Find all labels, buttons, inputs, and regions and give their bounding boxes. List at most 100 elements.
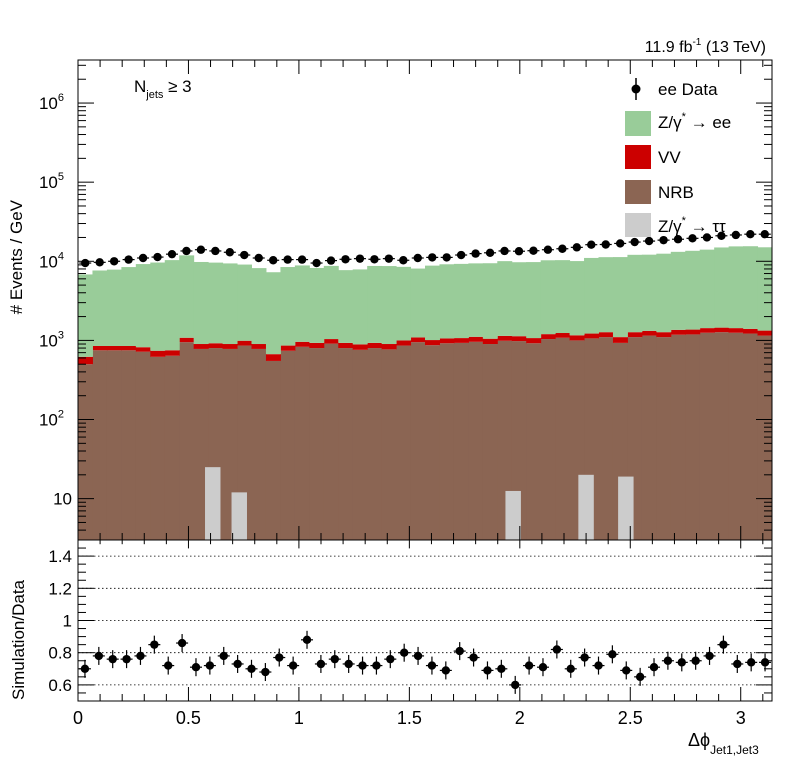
bar-nrb-42 [685, 334, 701, 540]
bar-nrb-44 [714, 332, 730, 540]
ratio-point-31 [511, 680, 520, 690]
bar-nrb-10 [222, 348, 238, 540]
bar-nrb-15 [294, 346, 310, 540]
data-point-38 [630, 237, 639, 247]
top-ytick-label-3: 104 [39, 250, 64, 271]
ratio-point-30 [497, 664, 506, 673]
data-point-18 [341, 255, 350, 264]
bar-z-ee-10 [222, 263, 238, 345]
bar-z-ee-40 [656, 253, 672, 333]
data-point-2 [109, 257, 119, 266]
top-ytick-label-1: 102 [39, 409, 64, 430]
bar-vv-20 [367, 342, 383, 349]
bar-z-ee-15 [294, 265, 310, 342]
bar-z-ee-29 [497, 261, 513, 336]
bar-vv-33 [555, 333, 571, 338]
ratio-point-11 [233, 659, 242, 669]
data-point-17 [326, 256, 336, 265]
bottom-ytick-label-2: 1 [63, 612, 72, 631]
bar-z-ee-35 [584, 257, 599, 334]
bar-z-ee-25 [439, 264, 455, 339]
top-data-points [79, 229, 771, 268]
ratio-point-27 [455, 646, 464, 656]
bar-nrb-3 [121, 350, 137, 540]
ratio-point-10 [219, 651, 228, 661]
lumi-label: 11.9 fb-1 (13 TeV) [645, 37, 766, 56]
legend-label-vv: VV [658, 148, 681, 167]
bar-z-tt-3 [578, 474, 594, 540]
bar-z-ee-21 [381, 266, 397, 345]
legend-swatch-z-tt [625, 213, 651, 237]
bar-z-tt-2 [505, 490, 521, 540]
bar-nrb-30 [511, 341, 527, 540]
njets-annotation: Njets ≥ 3 [134, 77, 192, 101]
top-ytick-label-4: 105 [39, 171, 64, 192]
ratio-point-5 [150, 640, 159, 649]
bar-vv-18 [338, 342, 354, 349]
bar-nrb-13 [265, 360, 281, 540]
bar-nrb-27 [468, 341, 484, 540]
bar-vv-1 [92, 345, 108, 351]
x-tick-label-3: 1.5 [397, 708, 422, 728]
data-point-28 [485, 248, 495, 257]
bar-z-ee-9 [208, 262, 224, 344]
bar-z-tt-4 [618, 476, 634, 540]
bar-z-ee-27 [468, 263, 484, 337]
data-point-11 [240, 250, 249, 260]
ratio-point-46 [719, 640, 728, 649]
bar-z-ee-4 [135, 264, 151, 348]
ratio-point-34 [552, 645, 562, 654]
ratio-point-43 [677, 658, 686, 667]
data-point-6 [167, 249, 177, 259]
x-tick-label-0: 0 [73, 708, 83, 728]
bar-nrb-1 [92, 350, 108, 540]
bar-nrb-47 [757, 335, 773, 540]
bar-z-ee-45 [728, 246, 744, 329]
ratio-point-23 [399, 648, 409, 657]
bar-nrb-25 [439, 343, 455, 540]
ratio-point-32 [524, 661, 534, 670]
data-point-10 [225, 248, 235, 257]
bar-z-ee-14 [280, 267, 296, 346]
bar-nrb-19 [352, 349, 368, 540]
data-point-25 [442, 253, 451, 262]
bar-vv-8 [193, 344, 209, 349]
bar-z-ee-6 [164, 260, 180, 351]
ratio-point-1 [94, 651, 104, 661]
data-point-0 [81, 258, 90, 268]
data-point-36 [601, 240, 610, 249]
bar-nrb-31 [526, 343, 542, 540]
ratio-point-24 [413, 651, 423, 661]
legend-label-z-tt: Z/γ* → ττ [658, 215, 726, 236]
data-point-39 [644, 236, 654, 246]
bar-nrb-2 [106, 350, 122, 540]
bar-nrb-43 [699, 332, 715, 540]
ratio-point-42 [663, 656, 673, 665]
ratio-point-21 [372, 661, 381, 670]
ratio-point-7 [177, 638, 187, 648]
ratio-point-13 [261, 667, 270, 677]
x-tick-label-6: 3 [736, 708, 746, 728]
bar-z-ee-41 [670, 251, 686, 330]
bar-vv-23 [410, 337, 426, 343]
bar-vv-14 [280, 345, 296, 351]
bar-z-ee-37 [612, 257, 628, 338]
bar-vv-0 [78, 356, 93, 365]
legend-label-data: ee Data [658, 80, 718, 99]
ratio-point-3 [122, 654, 131, 664]
bar-z-ee-8 [193, 261, 209, 345]
data-point-1 [95, 258, 104, 267]
bar-vv-44 [714, 327, 730, 333]
bar-vv-45 [728, 328, 744, 333]
bar-nrb-41 [670, 334, 686, 540]
bar-z-ee-30 [511, 262, 527, 337]
bar-nrb-17 [323, 343, 339, 540]
bottom-ytick-label-3: 1.2 [48, 579, 72, 598]
data-point-30 [514, 247, 524, 256]
ratio-point-15 [288, 661, 298, 670]
bar-z-ee-2 [106, 269, 122, 346]
data-point-24 [428, 253, 437, 262]
bar-z-ee-24 [425, 265, 440, 341]
bottom-ytick-label-1: 0.8 [48, 644, 72, 663]
